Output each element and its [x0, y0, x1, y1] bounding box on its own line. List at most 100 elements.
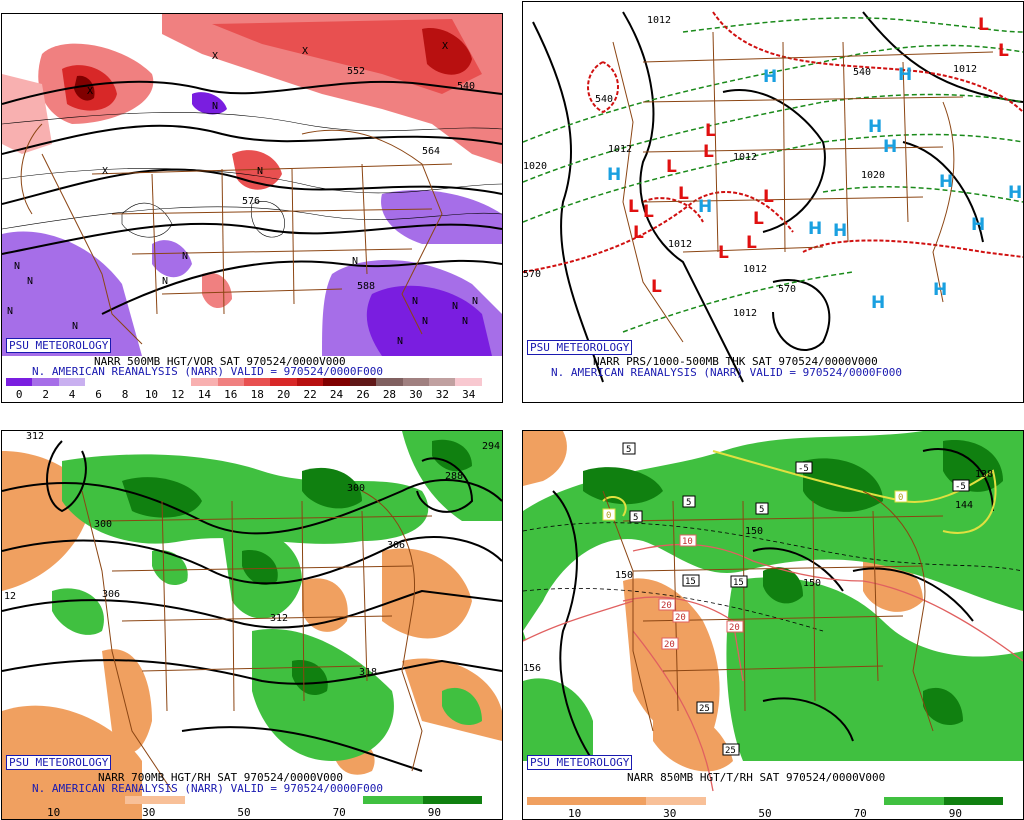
contour-label: 294	[482, 441, 500, 452]
temp-box: 5	[682, 495, 696, 508]
vort-mark: N	[27, 276, 33, 287]
vort-mark: N	[72, 321, 78, 332]
colorbar-label: 16	[224, 388, 238, 401]
temp-box: -5	[795, 461, 813, 474]
colorbar-swatch	[184, 796, 244, 804]
colorbar-labels: 10 30 50 70 90	[527, 807, 1003, 819]
low-marker: L	[703, 142, 714, 162]
vort-mark: N	[162, 276, 168, 287]
colorbar-swatch	[296, 378, 324, 386]
high-marker: H	[898, 65, 912, 85]
map-pressure: 1012 1020 1012 1012 1012 1020 1012 1012 …	[523, 11, 1023, 383]
panel-subtitle: N. AMERICAN REANALYSIS (NARR) VALID = 97…	[32, 365, 383, 378]
panel-subtitle: N. AMERICAN REANALYSIS (NARR) VALID = 97…	[551, 366, 902, 379]
isobar-label: 1012	[733, 152, 757, 163]
panel-500mb-vorticity: 552 564 576 588 540 N N N N N N N N X X …	[1, 13, 503, 403]
colorbar-swatch	[402, 378, 429, 386]
colorbar-label: 30	[409, 388, 423, 401]
colorbar-swatch	[85, 378, 112, 386]
colorbar-swatch	[58, 378, 86, 386]
colorbar-label: 10	[144, 388, 159, 401]
svg-text:0: 0	[606, 511, 611, 521]
isobar-label: 1012	[608, 144, 632, 155]
vort-mark: N	[212, 101, 218, 112]
colorbar-swatch	[270, 378, 297, 386]
colorbar-label: 34	[462, 388, 476, 401]
vort-mark: N	[397, 336, 403, 347]
colorbar	[527, 797, 1003, 805]
low-marker: L	[678, 184, 689, 204]
isobar-label: 1020	[523, 161, 547, 172]
contour-label: 312	[270, 613, 288, 624]
contour-label: 150	[803, 578, 821, 589]
colorbar-swatch	[32, 378, 59, 386]
contour-label: 12	[4, 591, 16, 602]
colorbar-label: 30	[663, 807, 677, 820]
contour-label: 552	[347, 66, 365, 77]
panel-title: NARR 850MB HGT/T/RH SAT 970524/0000V000	[627, 771, 886, 784]
colorbar-swatch	[6, 378, 33, 386]
svg-text:-5: -5	[798, 464, 809, 474]
colorbar-label: 2	[42, 388, 49, 401]
contour-label: 564	[422, 146, 440, 157]
isobar-label: 1012	[668, 239, 692, 250]
colorbar-label: 10	[567, 807, 582, 820]
low-marker: L	[633, 223, 644, 243]
vort-mark: N	[257, 166, 263, 177]
colorbar-labels: 10 30 50 70 90	[6, 806, 482, 819]
temp-box: 25	[722, 743, 740, 756]
svg-text:5: 5	[633, 513, 638, 523]
svg-text:5: 5	[686, 498, 691, 508]
vort-mark: N	[422, 316, 428, 327]
isobar-label: 1020	[861, 170, 885, 181]
colorbar-swatch	[586, 797, 646, 805]
vort-mark: N	[182, 251, 188, 262]
map-500mb: 552 564 576 588 540 N N N N N N N N X X …	[2, 14, 502, 356]
low-marker: L	[651, 277, 662, 297]
colorbar-swatch	[455, 378, 482, 386]
colorbar-label: 0	[15, 388, 23, 401]
colorbar-label: 90	[427, 806, 442, 819]
temp-box: 20	[661, 637, 679, 650]
low-marker: L	[763, 187, 774, 207]
psu-badge: PSU METEOROLOGY	[6, 338, 112, 353]
contour-label: 306	[102, 589, 120, 600]
colorbar-label: 8	[121, 388, 129, 401]
colorbar-swatch	[646, 797, 706, 805]
contour-label: 144	[955, 500, 973, 511]
colorbar-label: 4	[68, 388, 76, 401]
colorbar-swatch	[705, 797, 765, 805]
colorbar-labels: 0 2 4 6 8 10 12 14 16 18 20 22 24 26 28 30 32 34	[6, 388, 482, 401]
temp-box: 20	[672, 610, 690, 623]
temp-box: 5	[629, 510, 643, 523]
contour-label: 318	[359, 667, 377, 678]
low-marker: L	[628, 197, 639, 217]
vort-mark: N	[14, 261, 20, 272]
colorbar-swatch	[243, 378, 271, 386]
svg-text:5: 5	[759, 505, 764, 515]
map-700mb: 312 300 300 294 288 306 306 312 318 12	[2, 431, 502, 819]
high-marker: H	[833, 221, 847, 241]
svg-text:20: 20	[664, 640, 675, 650]
panel-title: NARR 500MB HGT/VOR SAT 970524/0000V000	[94, 355, 346, 368]
colorbar-swatch	[527, 797, 587, 805]
panel-title: NARR 700MB HGT/RH SAT 970524/0000V000	[98, 771, 344, 784]
colorbar-label: 18	[250, 388, 264, 401]
isobar-label: 1012	[953, 64, 977, 75]
colorbar-swatch	[943, 797, 1003, 805]
colorbar-label: 12	[171, 388, 185, 401]
colorbar-swatch	[111, 378, 139, 386]
svg-text:15: 15	[733, 578, 744, 588]
colorbar-label: 24	[329, 388, 344, 401]
colorbar-swatch	[244, 796, 304, 804]
high-marker: H	[607, 165, 621, 185]
colorbar-swatch	[824, 797, 884, 805]
vort-mark: N	[452, 301, 458, 312]
svg-text:25: 25	[699, 704, 710, 714]
colorbar-label: 70	[853, 807, 867, 820]
panel-700mb-rh: 312 300 300 294 288 306 306 312 318 12 P…	[1, 430, 503, 820]
vort-mark: N	[412, 296, 418, 307]
panel-sfc-pressure-thickness: 1012 1020 1012 1012 1012 1020 1012 1012 …	[522, 1, 1024, 403]
svg-text:20: 20	[675, 613, 686, 623]
psu-badge: PSU METEOROLOGY	[527, 755, 633, 770]
